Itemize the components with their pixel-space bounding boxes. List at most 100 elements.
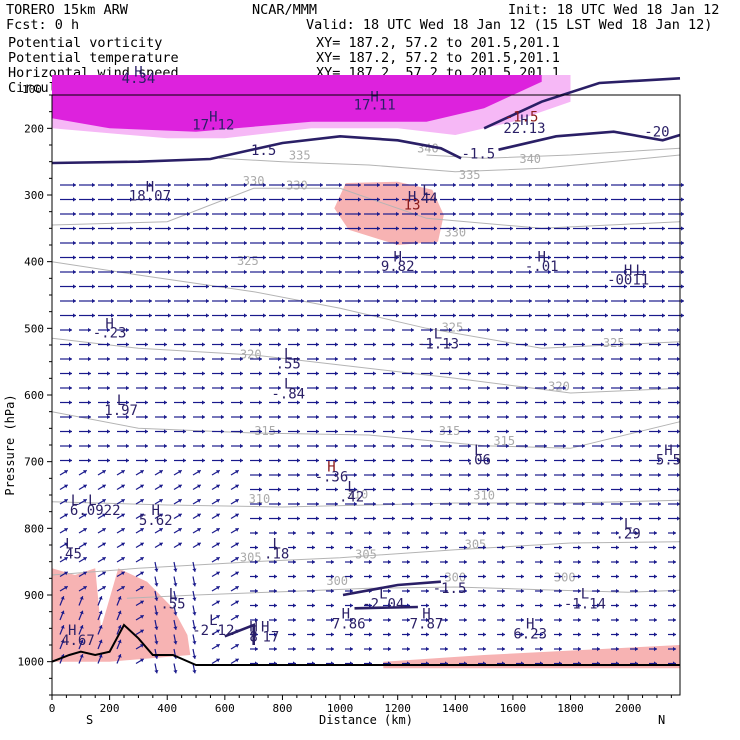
- vector-head: [616, 632, 619, 637]
- vector-head: [92, 313, 95, 318]
- vector-arrow: [230, 571, 240, 578]
- vector-head: [559, 545, 562, 550]
- vector-head: [140, 542, 144, 547]
- vector-head: [411, 501, 414, 507]
- vector-head: [407, 559, 410, 565]
- vector-head: [183, 414, 186, 420]
- vector-arrow: [59, 571, 69, 578]
- vector-arrow: [174, 284, 190, 289]
- vector-head: [126, 385, 129, 391]
- vector-arrow: [78, 498, 88, 505]
- vector-arrow: [60, 182, 76, 188]
- vector-head: [168, 255, 171, 260]
- vector-arrow: [459, 516, 471, 521]
- vector-arrow: [307, 255, 323, 260]
- vector-arrow: [383, 342, 395, 347]
- vector-arrow: [98, 197, 114, 202]
- vector-arrow: [174, 226, 190, 231]
- vector-head: [601, 327, 604, 333]
- vector-head: [411, 327, 414, 333]
- vector-arrow: [288, 211, 304, 217]
- vector-arrow: [459, 400, 471, 405]
- vector-head: [183, 458, 186, 463]
- extremum-value: -2.12: [192, 623, 234, 639]
- vector-arrow: [478, 342, 490, 347]
- vector-arrow: [630, 385, 642, 391]
- vector-arrow: [421, 501, 433, 507]
- vector-head: [677, 501, 680, 507]
- vector-head: [624, 284, 627, 289]
- vector-arrow: [649, 356, 661, 362]
- vector-arrow: [421, 226, 437, 231]
- vector-arrow: [155, 385, 167, 391]
- vector-head: [64, 586, 68, 590]
- vector-head: [677, 487, 680, 492]
- vector-head: [472, 313, 475, 318]
- vector-arrow: [193, 211, 209, 217]
- vector-head: [586, 182, 589, 188]
- vector-arrow: [116, 484, 126, 491]
- vector-arrow: [383, 226, 399, 231]
- vector-arrow: [440, 443, 452, 449]
- vector-head: [297, 327, 300, 333]
- vector-head: [502, 603, 505, 608]
- vector-head: [335, 429, 338, 434]
- vector-arrow: [250, 516, 262, 521]
- vector-arrow: [117, 240, 133, 246]
- vector-arrow: [326, 313, 342, 318]
- x-tick-label: 2000: [615, 702, 642, 715]
- vector-head: [73, 182, 76, 188]
- vector-head: [624, 298, 627, 304]
- vector-arrow: [231, 298, 247, 304]
- vector-head: [335, 385, 338, 391]
- vector-head: [121, 470, 125, 474]
- vector-arrow: [117, 400, 129, 405]
- vector-arrow: [136, 356, 148, 362]
- vector-head: [183, 400, 186, 405]
- vector-arrow: [155, 197, 171, 202]
- vector-head: [620, 487, 623, 492]
- vector-arrow: [516, 371, 528, 376]
- vector-head: [92, 269, 95, 275]
- vector-arrow: [592, 298, 608, 304]
- vector-head: [240, 458, 243, 463]
- vector-head: [206, 197, 209, 202]
- vector-arrow: [592, 240, 608, 246]
- vector-arrow: [174, 269, 190, 275]
- vector-head: [415, 240, 418, 246]
- vector-head: [178, 484, 182, 489]
- vector-head: [426, 617, 429, 623]
- vector-arrow: [402, 530, 410, 536]
- vector-arrow: [288, 371, 300, 376]
- vector-head: [111, 313, 114, 318]
- vector-arrow: [554, 400, 566, 405]
- vector-arrow: [497, 617, 505, 623]
- vector-head: [297, 516, 300, 521]
- vector-head: [235, 600, 239, 605]
- vector-arrow: [649, 617, 657, 623]
- vector-arrow: [630, 269, 646, 275]
- vector-head: [605, 255, 608, 260]
- vector-arrow: [497, 559, 505, 565]
- vector-arrow: [345, 516, 357, 521]
- vector-arrow: [535, 530, 543, 536]
- vector-head: [69, 443, 72, 449]
- vector-head: [126, 458, 129, 463]
- vector-head: [312, 632, 315, 637]
- vector-head: [192, 611, 197, 616]
- vector-head: [278, 327, 281, 333]
- vector-arrow: [117, 313, 133, 318]
- vector-arrow: [440, 617, 448, 623]
- vector-arrow: [345, 400, 357, 405]
- vector-head: [335, 327, 338, 333]
- vector-head: [567, 255, 570, 260]
- vector-head: [681, 182, 684, 188]
- vector-arrow: [516, 269, 532, 275]
- vector-arrow: [668, 574, 676, 579]
- vector-arrow: [649, 414, 661, 420]
- vector-arrow: [516, 487, 528, 492]
- vector-head: [187, 182, 190, 188]
- vector-arrow: [307, 443, 319, 449]
- vector-arrow: [630, 516, 642, 521]
- vector-arrow: [554, 327, 566, 333]
